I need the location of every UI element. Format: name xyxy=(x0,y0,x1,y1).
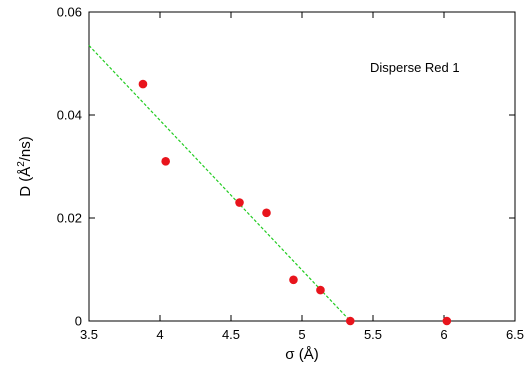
data-point xyxy=(262,208,271,218)
data-point xyxy=(316,285,325,295)
ticks xyxy=(88,11,516,322)
y-axis-label-sup: 2 xyxy=(16,161,27,167)
fit-line xyxy=(88,45,351,322)
plot-frame xyxy=(88,11,516,322)
data-points xyxy=(138,79,452,326)
y-axis-label: D (Å2/ns) xyxy=(16,136,34,197)
data-point xyxy=(138,79,148,89)
data-point xyxy=(345,316,355,326)
x-tick-label: 5 xyxy=(298,327,305,342)
x-axis-label: σ (Å) xyxy=(285,346,318,363)
fit-line-group xyxy=(88,45,351,322)
tick-labels: 3.5 4 4.5 5 5.5 6 6.5 0 0.02 0.04 0.06 xyxy=(57,5,524,343)
data-point xyxy=(235,198,244,207)
y-tick-label: 0.06 xyxy=(57,5,82,20)
data-point xyxy=(161,157,170,166)
y-tick-label: 0.04 xyxy=(57,108,82,123)
x-tick-label: 6 xyxy=(440,327,447,342)
x-tick-label: 6.5 xyxy=(506,327,524,342)
data-point xyxy=(442,316,452,326)
x-tick-label: 4.5 xyxy=(222,327,240,342)
x-tick-label: 4 xyxy=(156,327,163,342)
x-tick-label: 5.5 xyxy=(364,327,382,342)
y-tick-label: 0.02 xyxy=(57,211,82,226)
y-axis-label-post: /ns) xyxy=(17,136,34,161)
x-tick-label: 3.5 xyxy=(80,327,98,342)
y-tick-label: 0 xyxy=(75,314,82,329)
data-point xyxy=(289,275,298,285)
chart-annotation: Disperse Red 1 xyxy=(370,60,460,75)
y-axis-label-pre: D (Å xyxy=(17,167,34,197)
